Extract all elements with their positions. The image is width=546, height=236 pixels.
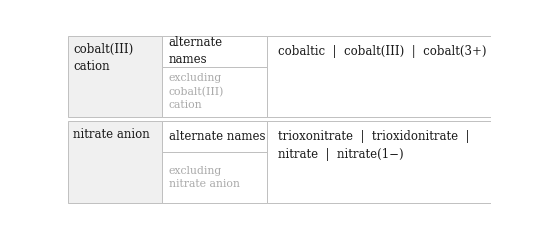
Text: alternate
names: alternate names [169, 36, 223, 66]
Bar [162, 36, 267, 67]
Text: nitrate anion: nitrate anion [73, 128, 150, 141]
Bar [68, 121, 162, 203]
Bar [267, 121, 491, 203]
Text: excluding
cobalt(III)
cation: excluding cobalt(III) cation [169, 73, 224, 110]
Bar [162, 121, 267, 152]
Text: cobaltic  |  cobalt(III)  |  cobalt(3+): cobaltic | cobalt(III) | cobalt(3+) [278, 45, 486, 58]
Bar [68, 36, 162, 117]
Text: cobalt(III)
cation: cobalt(III) cation [73, 43, 134, 73]
Text: trioxonitrate  |  trioxidonitrate  |
nitrate  |  nitrate(1−): trioxonitrate | trioxidonitrate | nitrat… [278, 130, 469, 161]
Bar [162, 152, 267, 203]
Bar [267, 36, 491, 117]
Text: alternate names: alternate names [169, 130, 265, 143]
Bar [162, 67, 267, 117]
Text: excluding
nitrate anion: excluding nitrate anion [169, 166, 239, 189]
